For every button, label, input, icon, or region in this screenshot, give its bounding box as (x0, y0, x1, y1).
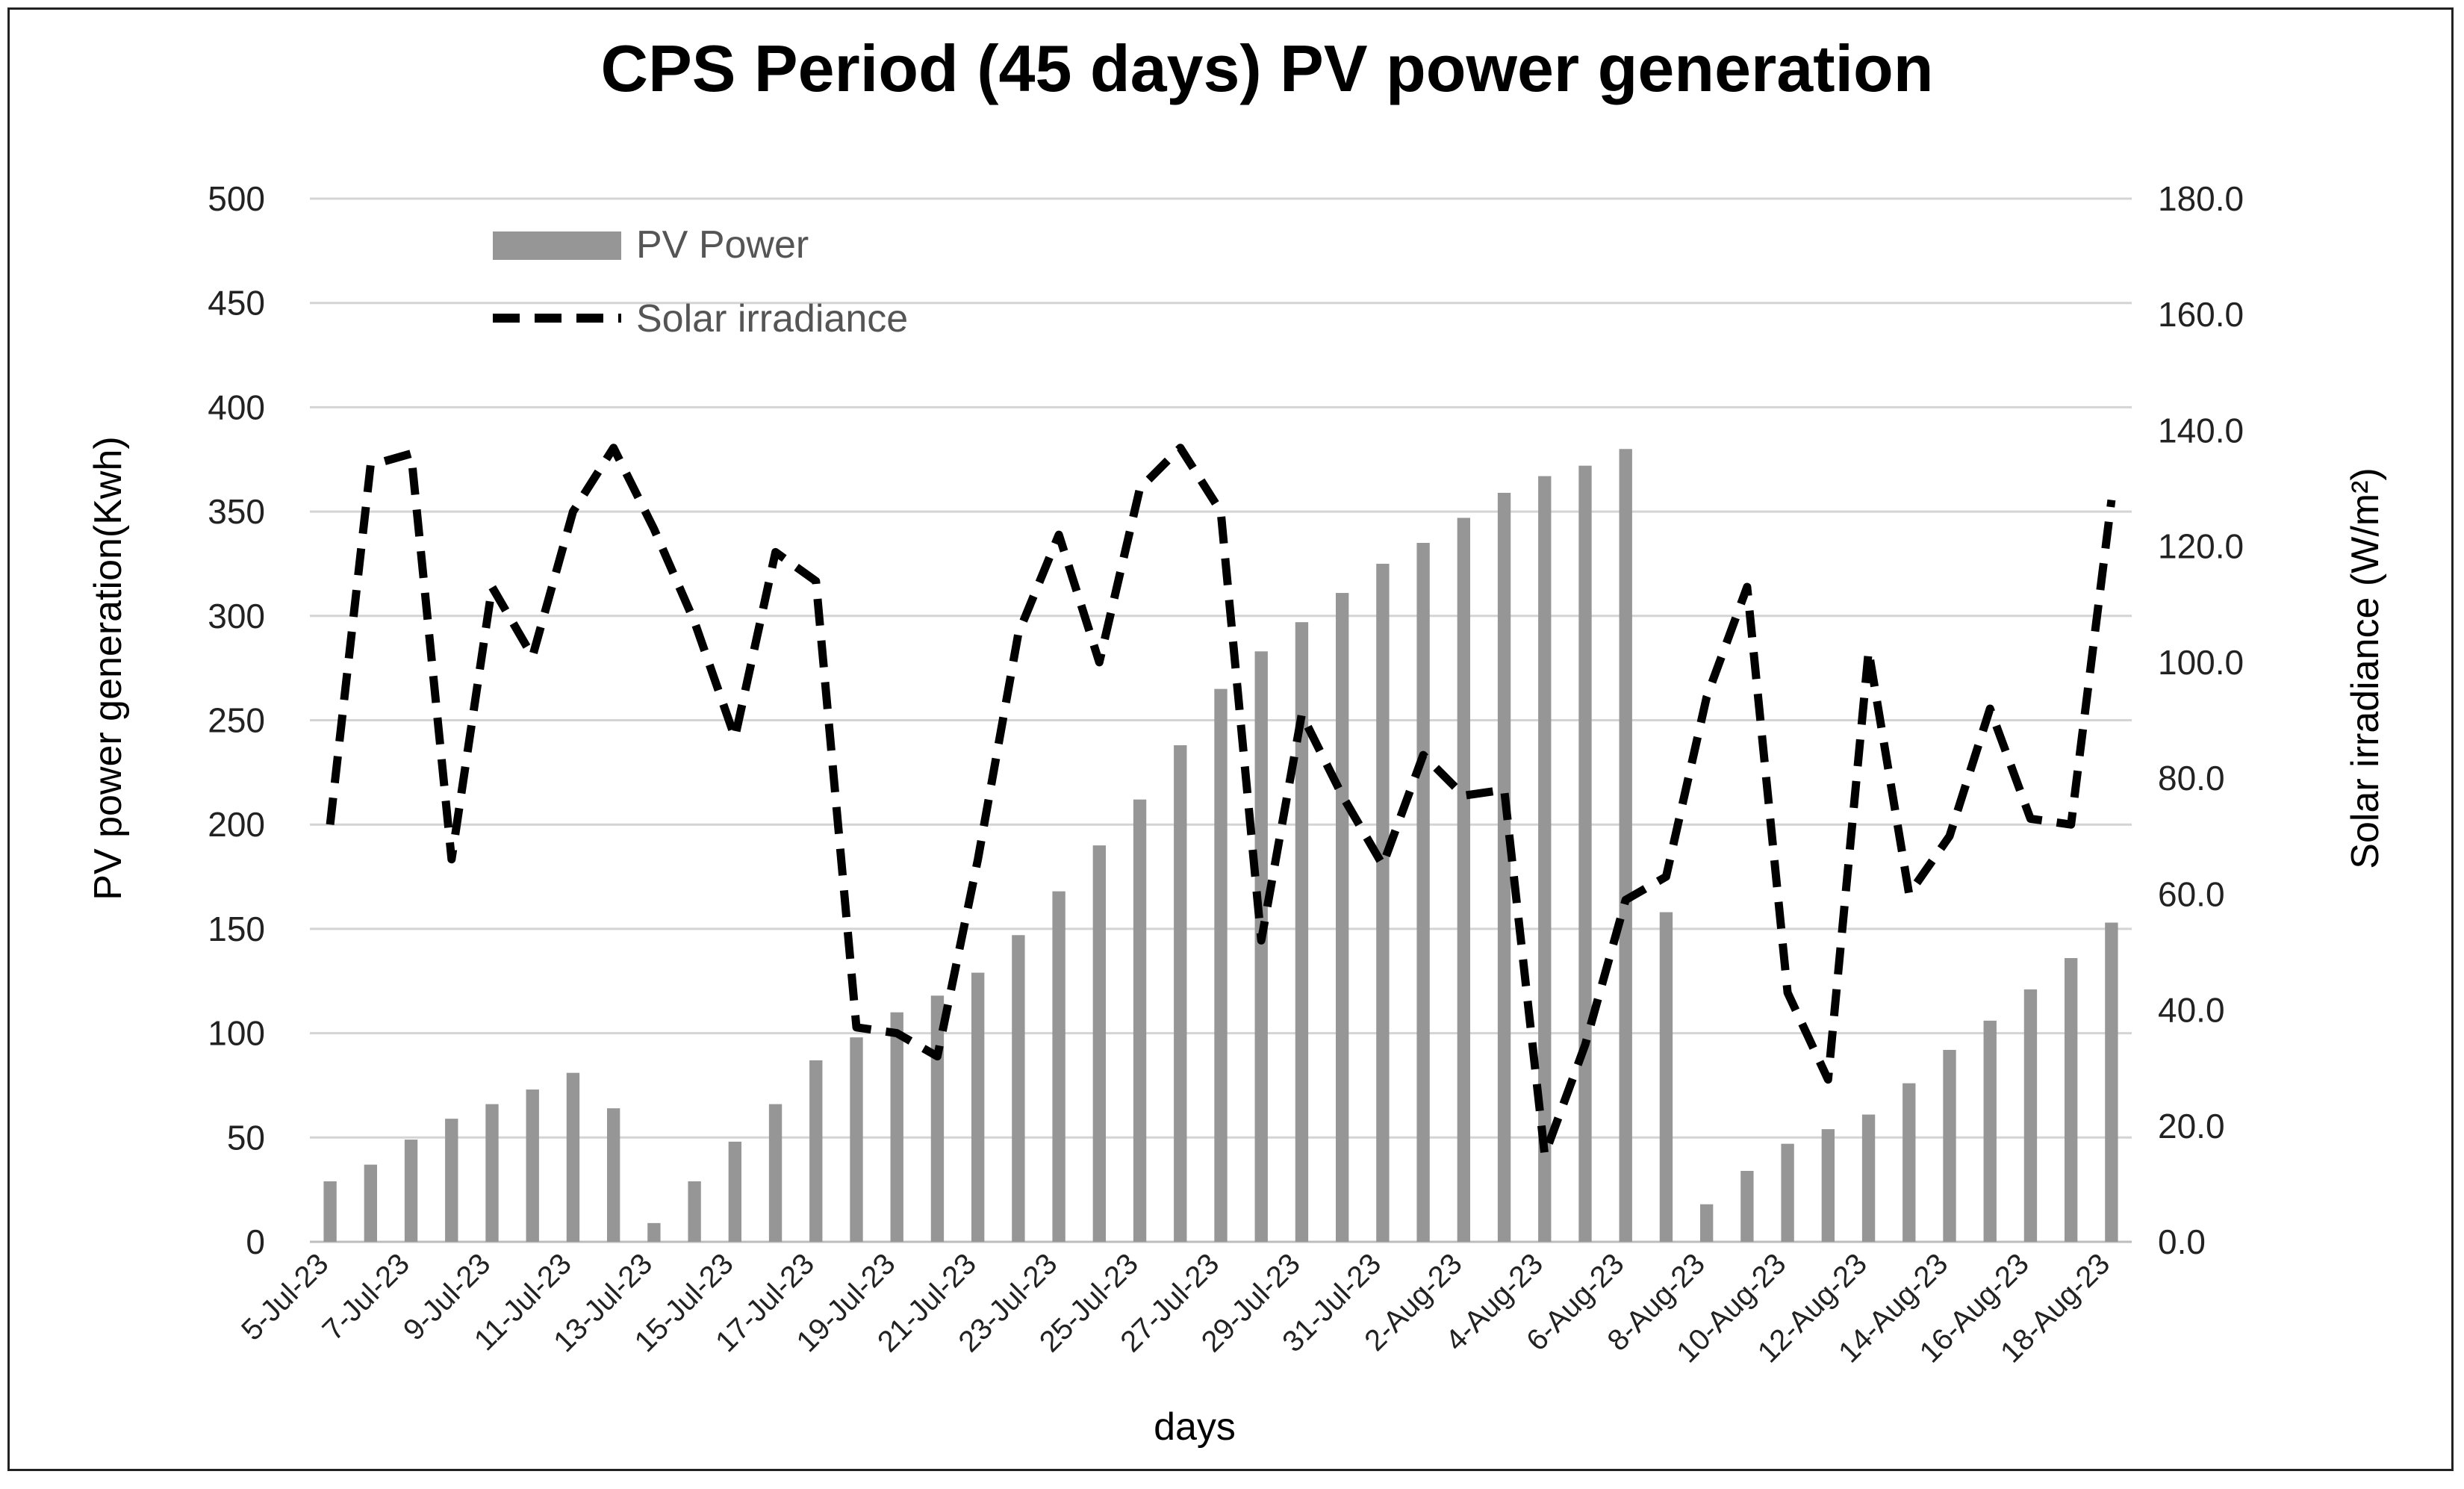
y2-tick-label: 80.0 (2158, 759, 2225, 798)
pv-power-bar (445, 1119, 458, 1242)
chart-title: CPS Period (45 days) PV power generation (601, 31, 1934, 105)
pv-power-bar (1254, 651, 1268, 1242)
pv-power-bar (1133, 799, 1147, 1242)
y2-tick-label: 180.0 (2158, 179, 2244, 218)
x-tick-label: 5-Jul-23 (235, 1247, 335, 1346)
y-tick-label: 150 (208, 910, 265, 948)
pv-power-bar (1416, 543, 1430, 1242)
pv-power-bar (890, 1012, 903, 1242)
pv-power-bar (1052, 891, 1065, 1242)
pv-power-bar (1335, 593, 1349, 1242)
pv-power-bar (1012, 935, 1025, 1242)
pv-power-bar (850, 1037, 863, 1242)
pv-power-bar (1538, 476, 1552, 1242)
solar-irradiance-line-group (326, 444, 2116, 1160)
y-tick-label: 500 (208, 179, 265, 218)
y2-axis-label: Solar irradiance (W/m²) (2344, 467, 2387, 868)
y2-tick-label: 40.0 (2158, 991, 2225, 1030)
pv-power-bar (1214, 688, 1228, 1242)
pv-power-bar (606, 1108, 620, 1242)
pv-power-bar (971, 972, 985, 1242)
pv-power-bar (1740, 1171, 1754, 1242)
pv-power-bar (364, 1164, 378, 1242)
x-tick-label: 7-Jul-23 (317, 1247, 416, 1346)
solar-irradiance-line (326, 444, 2116, 1160)
pv-power-bar (1861, 1114, 1876, 1242)
pv-power-bar (930, 995, 945, 1242)
pv-power-bars (323, 449, 2118, 1242)
pv-power-bar (2023, 989, 2038, 1242)
x-axis-ticks: 5-Jul-237-Jul-239-Jul-2311-Jul-2313-Jul-… (235, 1247, 2116, 1369)
y-tick-label: 0 (246, 1222, 265, 1261)
y2-tick-label: 20.0 (2158, 1107, 2225, 1145)
legend: PV Power Solar irradiance (493, 223, 908, 341)
y-axis-ticks: 0 50 100 150 200 250 300 350 400 450 500 (208, 179, 265, 1261)
y-tick-label: 450 (208, 284, 265, 323)
y2-tick-label: 140.0 (2158, 411, 2244, 450)
pv-power-bar (809, 1060, 823, 1242)
y-tick-label: 50 (227, 1118, 265, 1157)
y-tick-label: 300 (208, 597, 265, 635)
legend-label-solar-irradiance: Solar irradiance (636, 297, 908, 341)
y-tick-label: 100 (208, 1014, 265, 1053)
pv-power-bar (1457, 517, 1471, 1242)
pv-power-bar (1699, 1204, 1714, 1242)
y2-tick-label: 0.0 (2158, 1222, 2206, 1261)
y-axis-label: PV power generation(Kwh) (87, 436, 130, 900)
pv-power-bar (566, 1072, 580, 1242)
pv-power-bar (1659, 912, 1673, 1242)
pv-power-bar (1092, 845, 1107, 1242)
y2-tick-label: 160.0 (2158, 295, 2244, 334)
pv-power-bar (2064, 958, 2078, 1242)
pv-power-bar (1619, 449, 1632, 1242)
pv-power-bar (323, 1181, 337, 1242)
pv-power-bar (1781, 1143, 1794, 1242)
pv-power-bar (1295, 622, 1309, 1242)
legend-swatch-pv-power (493, 231, 621, 260)
pv-power-bar (404, 1140, 418, 1242)
y-tick-label: 250 (208, 701, 265, 740)
y2-tick-label: 100.0 (2158, 643, 2244, 682)
pv-power-bar (1943, 1049, 1956, 1242)
pv-power-bar (688, 1181, 701, 1242)
pv-power-bar (2105, 922, 2118, 1242)
y-tick-label: 200 (208, 805, 265, 844)
pv-power-bar (1174, 745, 1187, 1242)
y2-axis-ticks: 0.0 20.0 40.0 60.0 80.0 100.0 120.0 140.0 160.0 1… (2158, 179, 2244, 1261)
pv-power-bar (1578, 465, 1592, 1242)
pv-power-bar (728, 1141, 742, 1242)
pv-power-bar (1497, 492, 1511, 1242)
pv-power-bar (485, 1104, 499, 1242)
x-axis-label: days (1154, 1405, 1236, 1449)
pv-power-bar (1376, 563, 1390, 1242)
pv-power-bar (1821, 1129, 1835, 1242)
y2-tick-label: 120.0 (2158, 527, 2244, 566)
pv-power-bar (647, 1222, 661, 1242)
y2-tick-label: 60.0 (2158, 874, 2225, 913)
pv-power-bar (1903, 1083, 1916, 1242)
y-tick-label: 350 (208, 492, 265, 531)
pv-power-bar (1983, 1020, 1997, 1242)
legend-label-pv-power: PV Power (636, 223, 809, 267)
pv-power-bar (526, 1089, 539, 1242)
pv-power-bar (768, 1104, 783, 1242)
y-tick-label: 400 (208, 388, 265, 426)
